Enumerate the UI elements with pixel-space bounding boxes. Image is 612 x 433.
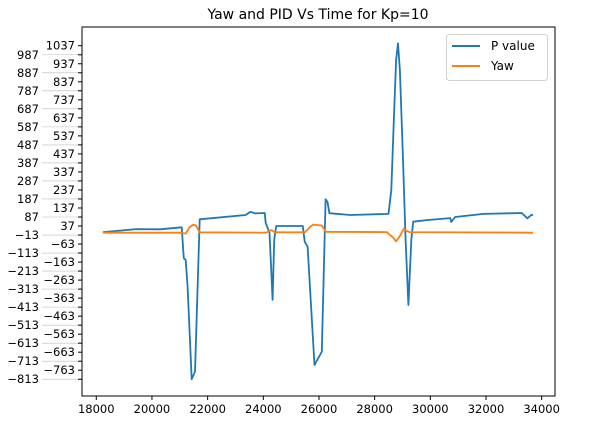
y-tick-label: 237 <box>53 183 75 197</box>
x-tick-label: 30000 <box>412 402 449 416</box>
series-layer <box>102 42 534 381</box>
y-tick-label: −213 <box>7 264 39 278</box>
y-tick-label: −563 <box>43 327 75 341</box>
series-line-yaw <box>102 223 534 243</box>
y-tick-label: 37 <box>60 219 75 233</box>
y-tick-label: −163 <box>43 255 75 269</box>
x-tick-label: 34000 <box>523 402 560 416</box>
y-tick-label: 487 <box>17 138 39 152</box>
y-tick-label: 937 <box>53 57 75 71</box>
y-tick-label: 137 <box>53 201 75 215</box>
series-line-p-value <box>102 42 534 381</box>
y-tick-label: 1037 <box>46 39 75 53</box>
x-tick-label: 22000 <box>189 402 226 416</box>
x-tick-label: 26000 <box>301 402 338 416</box>
y-tick-label: 787 <box>17 84 39 98</box>
y-tick-label: 987 <box>17 48 39 62</box>
y-tick-label: −63 <box>51 237 75 251</box>
y-tick-label: −813 <box>7 372 39 386</box>
x-tick-label: 28000 <box>356 402 393 416</box>
y-tick-label: −513 <box>7 318 39 332</box>
y-tick-label: 437 <box>53 147 75 161</box>
y-tick-label: 687 <box>17 102 39 116</box>
y-tick-label: 537 <box>53 129 75 143</box>
plot-frame <box>81 26 556 397</box>
y-tick-label: −763 <box>43 363 75 377</box>
y-tick-label: −613 <box>7 336 39 350</box>
y-tick-label: 337 <box>53 165 75 179</box>
y-tick-label: 737 <box>53 93 75 107</box>
x-tick-label: 20000 <box>134 402 171 416</box>
y-tick-label: 187 <box>17 192 39 206</box>
legend: P value Yaw <box>446 34 548 81</box>
y-tick-label: −713 <box>7 354 39 368</box>
x-tick-label: 18000 <box>78 402 115 416</box>
legend-label-yaw: Yaw <box>490 59 514 73</box>
x-tick-label: 24000 <box>245 402 282 416</box>
x-axis: 18000 20000 22000 24000 26000 28000 30000 32000… <box>78 396 560 416</box>
y-axis: 1037 987 937 887 837 787 737 687 637 587 537 487 437… <box>7 39 82 386</box>
y-tick-label: −263 <box>43 273 75 287</box>
legend-label-p-value: P value <box>491 39 535 53</box>
y-tick-label: −413 <box>7 300 39 314</box>
x-tick-label: 32000 <box>468 402 505 416</box>
chart-title: Yaw and PID Vs Time for Kp=10 <box>206 7 428 23</box>
y-tick-label: 87 <box>24 210 39 224</box>
y-tick-label: 837 <box>53 75 75 89</box>
y-tick-label: 637 <box>53 111 75 125</box>
y-tick-label: 587 <box>17 120 39 134</box>
y-tick-label: −13 <box>15 228 39 242</box>
y-tick-label: −113 <box>7 246 39 260</box>
y-tick-label: −363 <box>43 291 75 305</box>
y-tick-label: −463 <box>43 309 75 323</box>
y-tick-label: 387 <box>17 156 39 170</box>
y-tick-label: 287 <box>17 174 39 188</box>
y-tick-label: −663 <box>43 345 75 359</box>
y-tick-label: 887 <box>17 66 39 80</box>
y-tick-label: −313 <box>7 282 39 296</box>
